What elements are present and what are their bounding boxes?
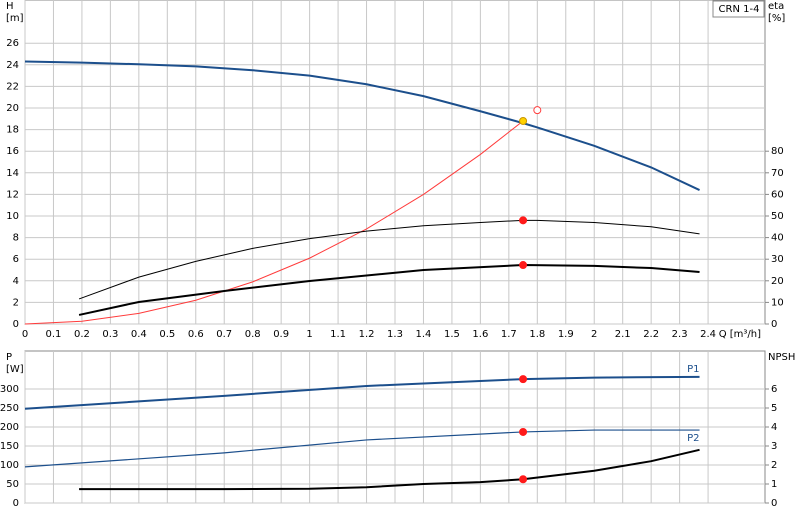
y-tick-label: 8 <box>13 233 19 244</box>
series-line <box>78 219 700 300</box>
x-axis-label: Q [m³/h] <box>719 329 761 340</box>
x-tick-label: 0.2 <box>74 329 90 340</box>
y-tick-label: 6 <box>13 254 19 265</box>
series-line <box>78 264 700 316</box>
x-tick-label: 1.3 <box>387 329 403 340</box>
x-tick-label: 2.3 <box>672 329 688 340</box>
x-tick-label: 1.6 <box>472 329 488 340</box>
y2-tick-label: 10 <box>771 297 784 308</box>
x-tick-label: 0 <box>22 329 28 340</box>
x-tick-label: 0.8 <box>245 329 261 340</box>
marker <box>519 116 528 125</box>
x-tick-label: 0.6 <box>188 329 204 340</box>
y2-tick-label: 5 <box>771 403 777 414</box>
y-tick-label: 14 <box>6 168 19 179</box>
y2-axis-label: eta <box>768 1 784 12</box>
x-tick-label: 2 <box>591 329 597 340</box>
x-tick-label: 1 <box>306 329 312 340</box>
x-tick-label: 2.2 <box>643 329 659 340</box>
x-tick-label: 1.2 <box>359 329 375 340</box>
y-tick-label: 22 <box>6 81 19 92</box>
x-tick-label: 0.4 <box>131 329 147 340</box>
x-tick-label: 1.5 <box>444 329 460 340</box>
x-tick-label: 2.4 <box>700 329 716 340</box>
y-tick-label: 0 <box>13 498 19 509</box>
y2-tick-label: 3 <box>771 441 777 452</box>
x-tick-label: 0.1 <box>46 329 62 340</box>
annotation-box <box>712 0 765 18</box>
y2-tick-label: 2 <box>771 460 777 471</box>
y-tick-label: 50 <box>6 479 19 490</box>
y-tick-label: 10 <box>6 211 19 222</box>
y2-tick-label: 50 <box>771 211 784 222</box>
series-line <box>79 448 700 491</box>
x-tick-label: 1.9 <box>558 329 574 340</box>
y2-tick-label: 80 <box>771 146 784 157</box>
y2-axis-label: NPSH <box>768 352 795 363</box>
y-axis-label: H <box>6 1 14 12</box>
series-label: P1 <box>687 364 699 375</box>
y2-tick-label: 30 <box>771 254 784 265</box>
annotation: CRN 1-4 <box>719 4 760 15</box>
x-tick-label: 0.5 <box>159 329 175 340</box>
y-axis-label: [W] <box>6 364 24 375</box>
y-tick-label: 200 <box>0 422 19 433</box>
y2-tick-label: 70 <box>771 168 784 179</box>
x-tick-label: 1.7 <box>501 329 517 340</box>
x-tick-label: 2.1 <box>615 329 631 340</box>
y-tick-label: 2 <box>13 297 19 308</box>
x-tick-label: 0.7 <box>216 329 232 340</box>
y2-tick-label: 6 <box>771 384 777 395</box>
y2-tick-label: 1 <box>771 479 777 490</box>
y-tick-label: 4 <box>13 276 19 287</box>
y-tick-label: 26 <box>6 38 19 49</box>
y-tick-label: 18 <box>6 125 19 136</box>
y-tick-label: 150 <box>0 441 19 452</box>
series-line <box>24 120 524 325</box>
x-tick-label: 1.8 <box>529 329 545 340</box>
x-tick-label: 0.9 <box>273 329 289 340</box>
y2-tick-label: 0 <box>771 319 777 330</box>
x-tick-label: 0.3 <box>102 329 118 340</box>
marker <box>519 261 528 270</box>
marker <box>519 427 528 436</box>
y-tick-label: 16 <box>6 146 19 157</box>
y2-tick-label: 40 <box>771 233 784 244</box>
marker <box>519 216 528 225</box>
y-axis-label: [m] <box>6 13 24 24</box>
y-tick-label: 24 <box>6 60 19 71</box>
y2-tick-label: 4 <box>771 422 777 433</box>
y-tick-label: 300 <box>0 384 19 395</box>
y-tick-label: 12 <box>6 189 19 200</box>
y-axis-label: P <box>6 352 12 363</box>
y2-tick-label: 20 <box>771 276 784 287</box>
y2-tick-label: 0 <box>771 498 777 509</box>
x-tick-label: 1.1 <box>330 329 346 340</box>
x-tick-label: 1.4 <box>416 329 432 340</box>
marker <box>519 375 528 384</box>
y-tick-label: 20 <box>6 103 19 114</box>
y2-axis-label: [%] <box>768 13 785 24</box>
y-tick-label: 250 <box>0 403 19 414</box>
marker <box>533 106 542 115</box>
y2-tick-label: 60 <box>771 189 784 200</box>
series-line <box>24 375 700 410</box>
series-line <box>24 60 700 191</box>
series-line <box>24 429 700 468</box>
series-label: P2 <box>687 433 699 444</box>
marker <box>519 475 528 484</box>
y-tick-label: 0 <box>13 319 19 330</box>
y-tick-label: 100 <box>0 460 19 471</box>
